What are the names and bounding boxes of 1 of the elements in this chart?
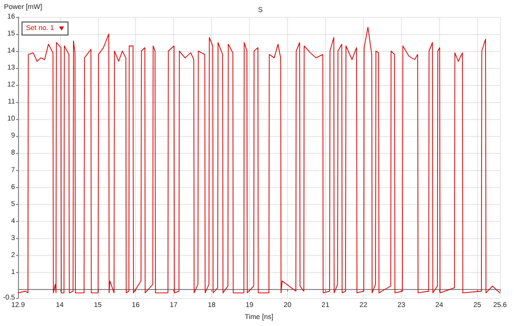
line-series: [18, 26, 500, 294]
